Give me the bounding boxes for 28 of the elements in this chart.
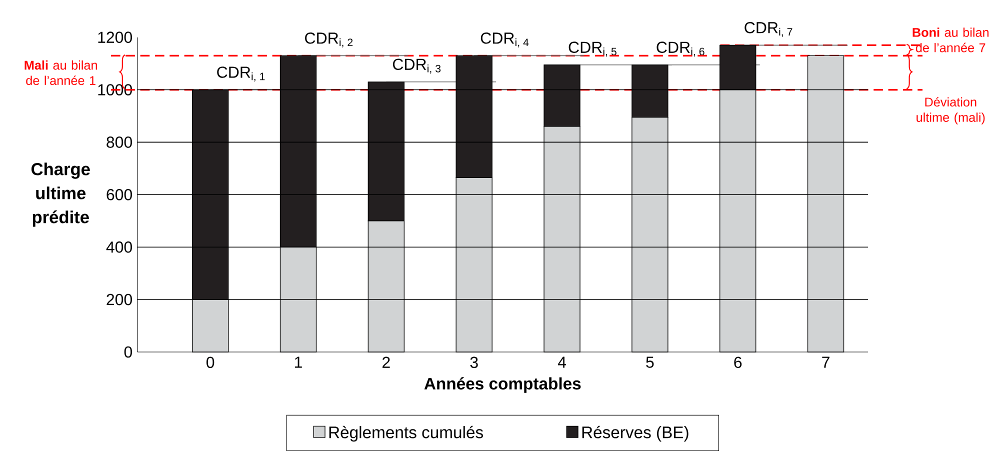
x-tick-label: 0 xyxy=(206,356,214,368)
y-tick-label: 1200 xyxy=(98,32,132,43)
y-tick-label: 0 xyxy=(124,346,132,358)
y-axis-title: Charge ultime prédite xyxy=(31,162,90,227)
x-tick-label: 2 xyxy=(382,356,390,368)
legend-label: Règlements cumulés xyxy=(329,426,483,442)
annotation: CDR$_{i, 1}$ xyxy=(217,66,265,82)
annotation: CDR$_{i, 3}$ xyxy=(392,58,441,74)
x-tick-label: 7 xyxy=(822,356,830,368)
y-tick-label: 200 xyxy=(106,294,132,306)
x-tick-label: 1 xyxy=(295,356,302,368)
annotation: CDR$_{i, 7}$ xyxy=(744,22,792,37)
annotation: CDR$_{i, 6}$ xyxy=(656,42,704,56)
x-axis-title: Années comptables xyxy=(424,377,581,393)
text: Déviation ultime (mali) xyxy=(916,96,985,124)
text: Boni au bilan de l’année 7 xyxy=(912,27,989,52)
y-tick-label: 400 xyxy=(106,241,132,253)
y-tick-label: 600 xyxy=(106,188,132,200)
y-tick-label: 800 xyxy=(106,136,132,148)
annotation: CDR$_{i, 2}$ xyxy=(305,32,353,48)
text: Mali au bilan de l’année 1 xyxy=(24,60,97,85)
x-tick-label: 6 xyxy=(734,356,742,368)
x-tick-label: 4 xyxy=(558,356,566,368)
x-tick-label: 5 xyxy=(646,356,654,368)
annotation: CDR$_{i, 4}$ xyxy=(480,32,529,48)
x-tick-label: 3 xyxy=(470,356,478,368)
legend-label: Réserves (BE) xyxy=(582,426,688,442)
y-tick-label: 1000 xyxy=(98,84,132,96)
